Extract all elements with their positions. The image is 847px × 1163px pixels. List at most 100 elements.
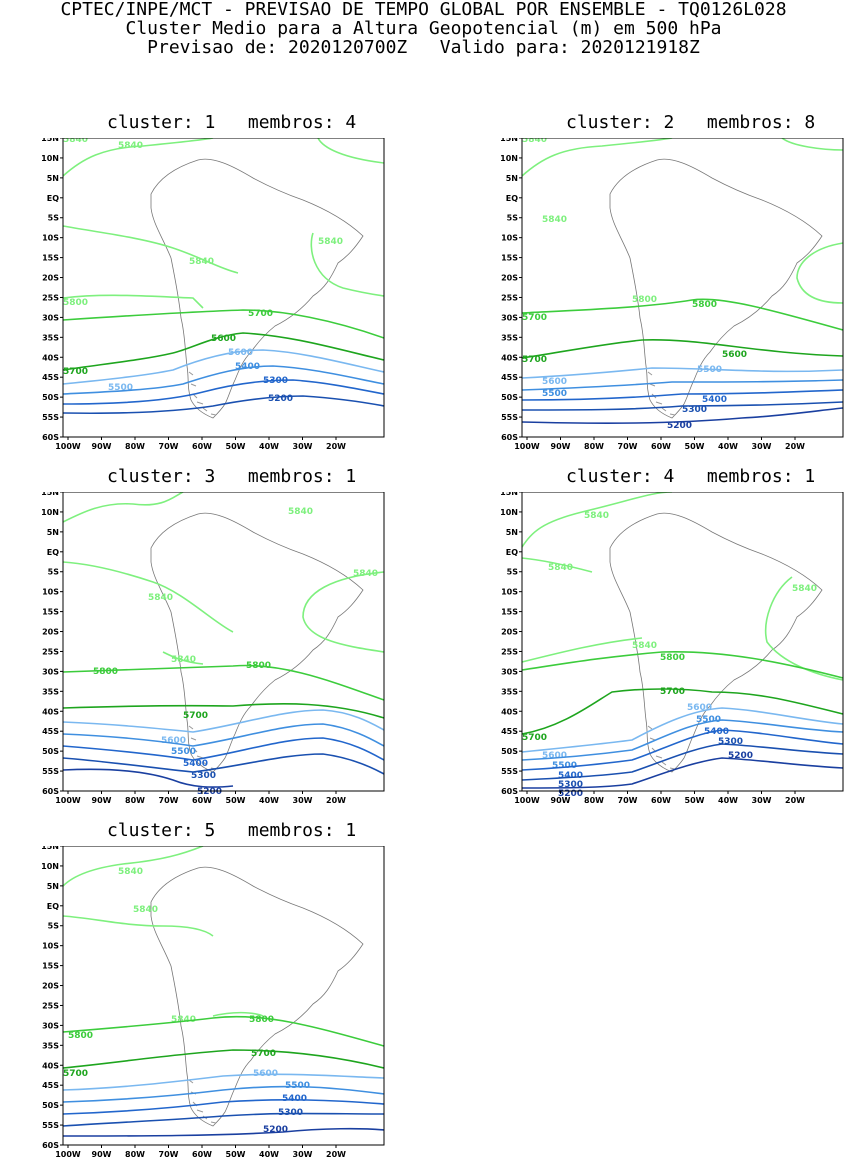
contour-label: 5840 (542, 215, 567, 225)
lat-label: 15N (500, 138, 518, 143)
contour-label: 5800 (63, 298, 88, 308)
contour-label: 5400 (558, 771, 583, 781)
lat-label: 50S (42, 393, 59, 402)
lon-label: 60W (651, 796, 671, 805)
lon-label: 70W (618, 442, 638, 451)
contour-label: 5600 (687, 703, 712, 713)
contour-5800 (521, 650, 844, 679)
contour-5700 (521, 688, 844, 735)
lat-label: 20S (42, 982, 59, 991)
plot-frame (62, 846, 385, 1146)
contour-5500 (521, 379, 844, 391)
contour-5200 (521, 407, 844, 424)
contour-5840 (796, 242, 844, 304)
contour-label: 5840 (584, 511, 609, 521)
contour-label: 5500 (285, 1081, 310, 1091)
contour-5400 (62, 379, 385, 405)
lat-label: 20S (501, 628, 518, 637)
contour-label: 5840 (189, 257, 214, 267)
lat-label: 40S (501, 707, 518, 716)
lat-label: 5S (48, 568, 60, 577)
contour-label: 5200 (728, 751, 753, 761)
contour-5840 (212, 1011, 264, 1017)
lon-label: 30W (752, 442, 772, 451)
lon-label: 60W (192, 442, 212, 451)
lat-label: 50S (501, 393, 518, 402)
contour-5840 (62, 294, 204, 309)
lon-label: 30W (293, 796, 313, 805)
geopotential-map: 5840 5840 5840 5800 5800 5700 5700 5600 5500 5400… (41, 846, 385, 1159)
lon-label: 40W (259, 1150, 279, 1159)
lat-label: 25S (501, 647, 518, 656)
lon-label: 70W (159, 442, 179, 451)
lon-label: 90W (92, 1150, 112, 1159)
lon-label: 70W (159, 796, 179, 805)
lat-label: 15S (42, 608, 59, 617)
contour-5840 (781, 138, 844, 151)
contour-label: 5840 (171, 655, 196, 665)
lon-label: 60W (651, 442, 671, 451)
contour-5800 (62, 309, 385, 339)
lat-label: 5S (48, 922, 60, 931)
lon-label: 40W (718, 796, 738, 805)
contour-label: 5400 (702, 395, 727, 405)
contour-5700 (62, 332, 385, 371)
contour-label: 5200 (263, 1125, 288, 1135)
contour-5400 (521, 729, 844, 771)
contour-label: 5600 (253, 1069, 278, 1079)
header-line-3: Previsao de: 2020120700Z Valido para: 20… (147, 37, 700, 58)
lon-label: 40W (259, 796, 279, 805)
lat-label: EQ (47, 548, 59, 557)
header-line-1: CPTEC/INPE/MCT - PREVISAO DE TEMPO GLOBA… (60, 0, 787, 20)
lat-label: 20S (42, 274, 59, 283)
lat-label: 15S (501, 608, 518, 617)
lat-label: 35S (42, 1041, 59, 1050)
lon-label: 90W (551, 796, 571, 805)
lon-label: 20W (326, 442, 346, 451)
lon-label: 40W (259, 442, 279, 451)
contour-5840 (62, 225, 239, 274)
lat-label: EQ (47, 194, 59, 203)
contour-label: 5300 (718, 737, 743, 747)
contour-label: 5800 (249, 1015, 274, 1025)
lat-label: 20S (501, 274, 518, 283)
lat-label: 30S (42, 313, 59, 322)
contour-label: 5840 (792, 584, 817, 594)
contour-label: 5840 (353, 569, 378, 579)
lon-label: 50W (226, 442, 246, 451)
lat-label: 25S (42, 1001, 59, 1010)
contour-label: 5840 (118, 141, 143, 151)
lat-label: 60S (501, 787, 518, 796)
contour-5840 (521, 637, 643, 663)
panel-title: cluster: 2 membros: 8 (566, 112, 816, 133)
contour-5300 (521, 743, 844, 781)
contour-5600 (521, 367, 844, 379)
contour-5200 (521, 757, 844, 789)
contour-5600 (62, 709, 385, 733)
lat-label: 60S (501, 433, 518, 442)
lon-label: 40W (718, 442, 738, 451)
contour-5840 (62, 492, 184, 523)
contour-label: 5800 (246, 661, 271, 671)
contour-label: 5400 (282, 1094, 307, 1104)
contour-5800 (62, 1015, 385, 1047)
lon-label: 50W (226, 796, 246, 805)
lat-label: 5N (47, 174, 59, 183)
lat-label: 55S (501, 413, 518, 422)
lat-label: 5N (506, 528, 518, 537)
lat-label: 55S (501, 767, 518, 776)
lat-label: 40S (42, 353, 59, 362)
contour-label: 5840 (133, 905, 158, 915)
contour-5840 (521, 138, 673, 177)
contour-label: 5500 (108, 383, 133, 393)
lat-label: 25S (42, 293, 59, 302)
contour-5840 (62, 846, 204, 887)
lat-label: 30S (501, 313, 518, 322)
lon-label: 20W (785, 442, 805, 451)
lat-label: 40S (501, 353, 518, 362)
contour-label: 5800 (93, 667, 118, 677)
lon-label: 60W (192, 796, 212, 805)
contour-label: 5500 (552, 761, 577, 771)
lat-label: 35S (42, 333, 59, 342)
